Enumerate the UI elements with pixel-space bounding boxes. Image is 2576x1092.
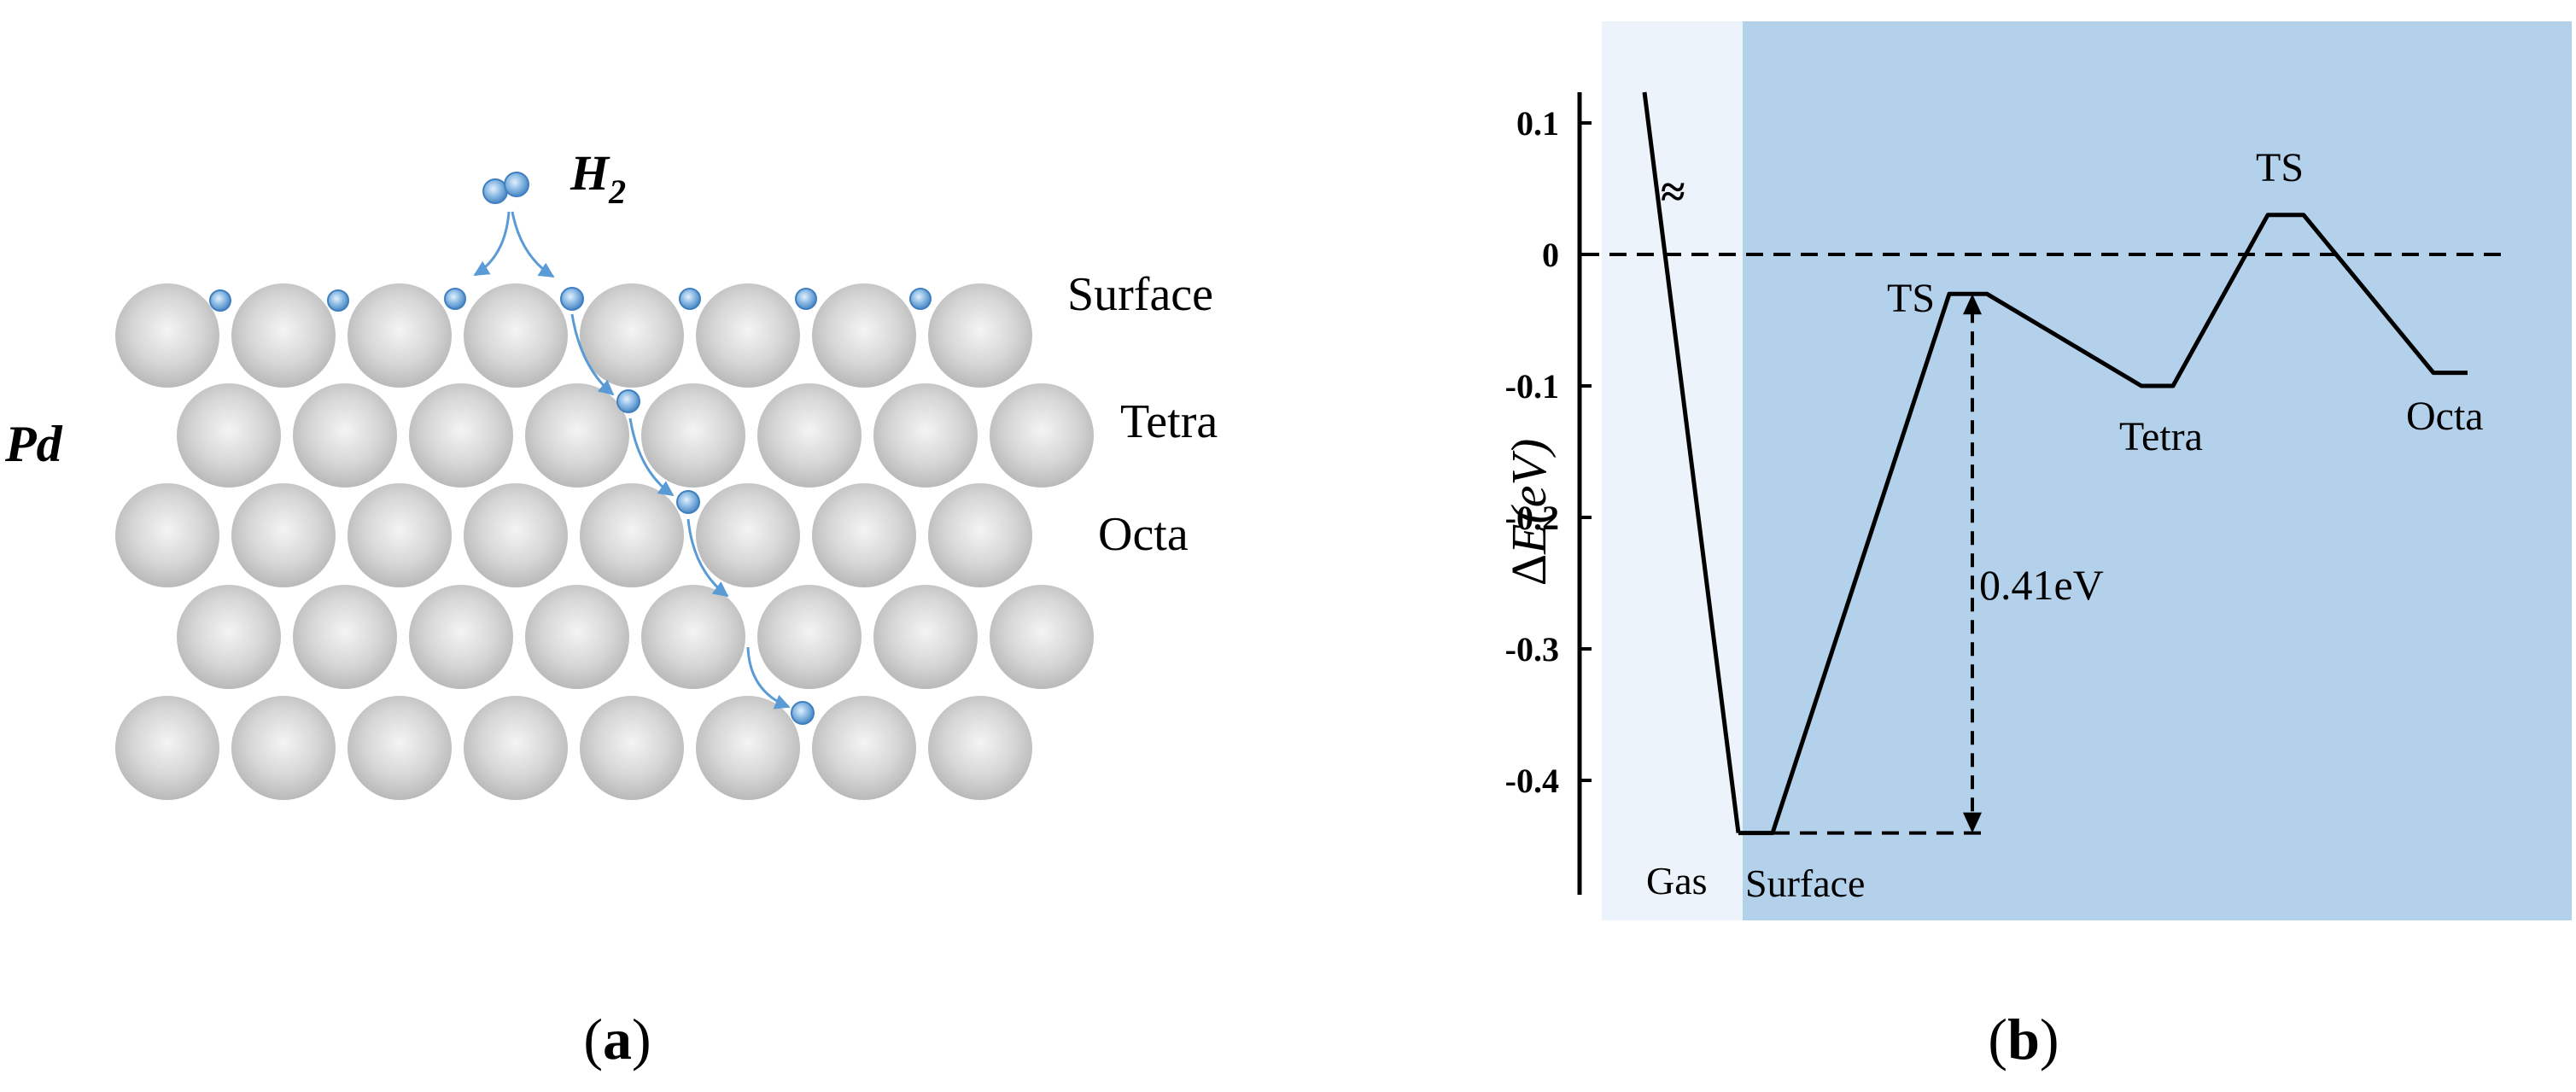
y-tick-label: 0: [1542, 236, 1559, 274]
gas-to-surface-line: [1642, 91, 1741, 833]
hydrogen-atom: [504, 172, 529, 197]
region-label-gas: Gas: [1646, 859, 1708, 902]
hydrogen-atom: [444, 288, 466, 310]
pd-atom: [696, 283, 800, 388]
hydrogen-atom: [791, 701, 815, 725]
pd-atom: [696, 483, 800, 587]
pd-atom: [757, 383, 862, 488]
pd-atom: [293, 585, 397, 689]
pd-atom: [348, 696, 452, 800]
hydrogen-atom: [209, 289, 231, 312]
pd-atom: [464, 483, 568, 587]
pd-atom: [115, 283, 219, 388]
point-label-ts1: TS: [1887, 276, 1935, 321]
pd-atom: [293, 383, 397, 488]
y-axis-ticks: 0.1 0 -0.1 -0.2 -0.3 -0.4: [1505, 104, 1592, 800]
y-tick-label: -0.4: [1505, 762, 1559, 800]
pd-atom: [177, 383, 281, 488]
barrier-arrowhead-bottom: [1963, 812, 1982, 833]
y-tick-label: -0.2: [1505, 499, 1559, 537]
panel-a: H2 Pd Surface Tetra Octa (a): [4, 145, 1218, 1072]
pd-atom: [990, 585, 1094, 689]
pd-atom: [231, 696, 336, 800]
pd-atom: [812, 696, 916, 800]
pd-atom: [757, 585, 862, 689]
hydrogen-atom: [679, 288, 701, 310]
diffusion-arrow: [746, 646, 791, 710]
y-axis-label: ΔE(eV): [1501, 439, 1557, 587]
pd-atom: [928, 696, 1032, 800]
pd-atom: [177, 585, 281, 689]
pd-atom: [812, 283, 916, 388]
pd-atom: [873, 585, 978, 689]
pd-atom: [231, 483, 336, 587]
pd-atom: [641, 585, 745, 689]
pd-atom: [464, 696, 568, 800]
diffusion-arrow: [570, 313, 615, 396]
hydrogen-atom: [327, 289, 349, 312]
pd-atom: [348, 483, 452, 587]
pd-atom: [641, 383, 745, 488]
pd-atom: [409, 585, 513, 689]
pd-atom: [115, 483, 219, 587]
pd-atom: [928, 483, 1032, 587]
hydrogen-atom: [795, 288, 817, 310]
layer-label-tetra: Tetra: [1120, 395, 1218, 448]
hydrogen-atom: [676, 490, 700, 514]
pd-atom: [580, 696, 684, 800]
pd-atom: [409, 383, 513, 488]
pd-atom: [696, 696, 800, 800]
hydrogen-atom: [482, 178, 508, 204]
gas-region: [1602, 21, 1743, 920]
energy-profile-line: [1738, 213, 2468, 836]
y-tick-label: -0.3: [1505, 630, 1559, 669]
diffusion-arrow: [511, 211, 555, 278]
y-tick-label: -0.1: [1505, 367, 1559, 406]
h2-molecule-label: H2: [570, 145, 626, 211]
hydrogen-atom: [909, 288, 932, 310]
layer-label-surface: Surface: [1067, 268, 1213, 321]
energy-path: [1738, 213, 2468, 836]
barrier-value-label: 0.41eV: [1979, 561, 2104, 609]
pd-atom: [580, 483, 684, 587]
panel-b: 0.10-0.1-0.2-0.3-0.4 ΔE(eV) ≈ 0.41eV TS …: [1501, 21, 2572, 1072]
diffusion-arrow: [473, 211, 511, 277]
caption-b: (b): [1988, 1007, 2059, 1072]
diffusion-arrow: [628, 418, 675, 497]
layer-label-octa: Octa: [1098, 508, 1189, 561]
hydrogen-atoms: [209, 172, 932, 725]
pd-atom: [231, 283, 336, 388]
pd-lattice: [115, 283, 1094, 800]
pd-atom: [525, 585, 629, 689]
pd-atom: [115, 696, 219, 800]
region-label-surface: Surface: [1745, 861, 1865, 905]
pd-atom: [812, 483, 916, 587]
pd-atom: [580, 283, 684, 388]
hydrogen-atom: [616, 389, 640, 413]
pd-atom: [928, 283, 1032, 388]
point-label-tetra: Tetra: [2119, 414, 2203, 459]
pd-atom: [464, 283, 568, 388]
y-tick-label: 0.1: [1516, 104, 1559, 143]
caption-a: (a): [583, 1007, 651, 1072]
surface-region: [1743, 21, 2572, 920]
pd-atom: [873, 383, 978, 488]
diffusion-arrow: [686, 518, 729, 598]
point-label-ts2: TS: [2256, 145, 2304, 190]
pd-atom: [990, 383, 1094, 488]
diffusion-arrows: [473, 211, 791, 710]
pd-atom: [525, 383, 629, 488]
pd-metal-label: Pd: [4, 416, 63, 472]
hydrogen-atom: [560, 287, 584, 311]
point-label-octa: Octa: [2406, 394, 2484, 439]
pd-atom: [348, 283, 452, 388]
barrier-arrowhead-top: [1963, 294, 1982, 315]
axis-break-symbol: ≈: [1661, 168, 1685, 217]
